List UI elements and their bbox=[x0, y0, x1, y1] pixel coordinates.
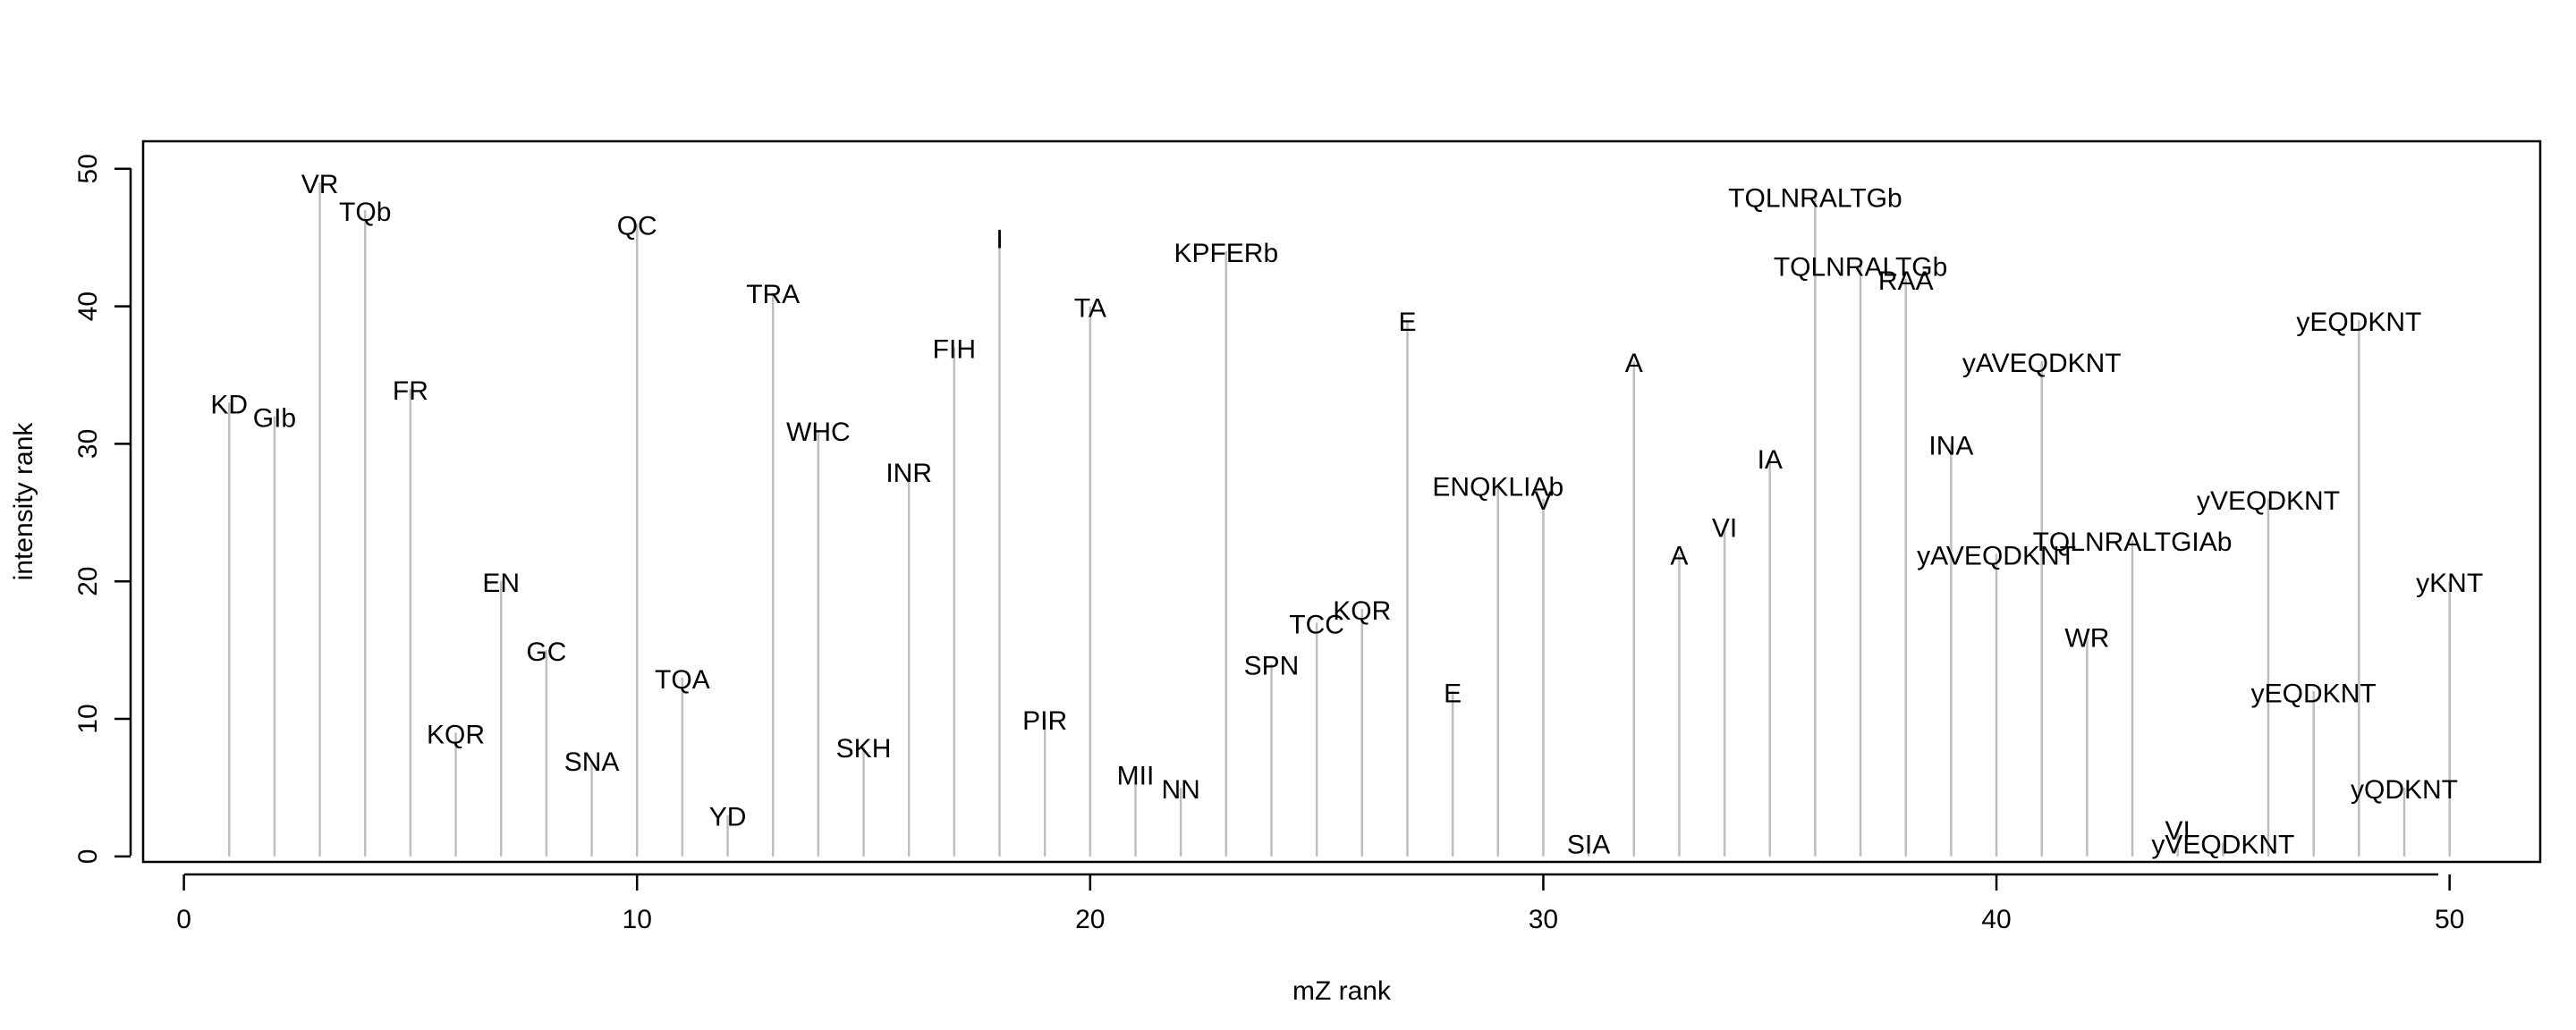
x-axis-title: mZ rank bbox=[1292, 976, 1392, 1006]
peak-label: EN bbox=[482, 569, 520, 598]
peak-label: yAVEQDKNT bbox=[1962, 349, 2122, 378]
x-tick-label: 0 bbox=[176, 905, 191, 934]
peak-label: INR bbox=[886, 459, 932, 488]
peak-label: TQLNRALTGIAb bbox=[2033, 528, 2233, 557]
peak-label: E bbox=[1444, 679, 1462, 708]
peak-label: yEQDKNT bbox=[2296, 308, 2421, 337]
peak-label: RAA bbox=[1878, 266, 1934, 296]
y-tick-label: 0 bbox=[73, 849, 103, 865]
peak-label: TQA bbox=[655, 665, 710, 695]
peak-label: ENQKLIAb bbox=[1432, 473, 1563, 502]
peak-label: PIR bbox=[1022, 706, 1067, 736]
peak-label: YD bbox=[709, 803, 747, 832]
peak-label: WHC bbox=[786, 418, 851, 447]
peak-label: SPN bbox=[1244, 652, 1300, 681]
x-axis-ticks: 0 10 20 30 40 50 bbox=[176, 874, 2464, 934]
peak-label: V bbox=[1534, 486, 1552, 516]
y-axis-ticks: 0 10 20 30 40 50 bbox=[73, 154, 131, 864]
peak-label: yAVEQDKNT bbox=[1917, 541, 2076, 570]
peak-label: KD bbox=[210, 390, 248, 419]
peak-label: FR bbox=[393, 376, 428, 406]
peak-lines bbox=[228, 182, 2451, 857]
peak-label: MII bbox=[1117, 762, 1155, 791]
peak-label: VI bbox=[2165, 816, 2190, 846]
peak-label: VI bbox=[1712, 514, 1737, 544]
peak-label: NN bbox=[1161, 775, 1199, 805]
peak-label: INA bbox=[1928, 431, 1973, 460]
x-tick-label: 10 bbox=[623, 905, 652, 934]
peak-label: GC bbox=[526, 637, 566, 667]
peak-label: TRA bbox=[746, 280, 800, 309]
peak-label: I bbox=[996, 225, 1003, 255]
peak-label: WR bbox=[2064, 624, 2109, 654]
peak-label: yEQDKNT bbox=[2251, 679, 2377, 708]
y-tick-label: 50 bbox=[73, 154, 103, 183]
x-tick-label: 40 bbox=[1981, 905, 2011, 934]
peak-label: SNA bbox=[564, 747, 620, 777]
peak-label: yVEQDKNT bbox=[2151, 830, 2294, 859]
peak-label: yKNT bbox=[2416, 569, 2483, 598]
y-tick-label: 20 bbox=[73, 567, 103, 596]
peak-label: GIb bbox=[253, 404, 296, 434]
peak-label: TQLNRALTGb bbox=[1728, 184, 1902, 214]
peak-label: SKH bbox=[836, 734, 892, 764]
peak-label: QC bbox=[617, 211, 657, 241]
peak-label: KQR bbox=[427, 720, 485, 749]
y-tick-label: 30 bbox=[73, 429, 103, 459]
peak-label: TCC bbox=[1289, 610, 1344, 639]
peak-label: yVEQDKNT bbox=[2197, 486, 2340, 516]
peak-label: TQLNRALTGb bbox=[1774, 252, 1948, 282]
peak-label: VR bbox=[301, 170, 339, 199]
peak-label: KQR bbox=[1333, 596, 1391, 626]
x-tick-label: 30 bbox=[1529, 905, 1558, 934]
x-tick-label: 50 bbox=[2435, 905, 2464, 934]
x-tick-label: 20 bbox=[1075, 905, 1105, 934]
plot-frame bbox=[141, 139, 2542, 864]
peak-labels: KD GIbVRTQbFRKQRENGCSNAQCTQAYDTRAWHCSKHIN… bbox=[210, 170, 2483, 859]
peak-label: E bbox=[1398, 308, 1416, 337]
peak-label: TQb bbox=[339, 198, 391, 227]
peak-label: A bbox=[1670, 541, 1688, 570]
y-tick-label: 40 bbox=[73, 291, 103, 321]
peak-label: SIA bbox=[1567, 830, 1610, 859]
y-tick-label: 10 bbox=[73, 704, 103, 733]
peak-label: A bbox=[1625, 349, 1643, 378]
peak-label: yQDKNT bbox=[2351, 775, 2458, 805]
y-axis-title: intensity rank bbox=[9, 422, 38, 581]
peak-label: KPFERb bbox=[1174, 239, 1278, 268]
peak-label: FIH bbox=[933, 335, 976, 365]
peak-label: IA bbox=[1758, 445, 1783, 475]
peak-label: TA bbox=[1074, 294, 1106, 324]
